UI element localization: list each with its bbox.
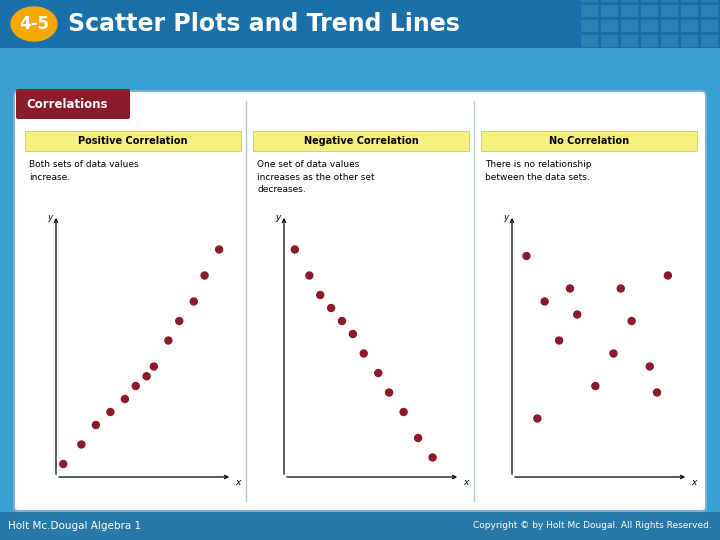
Circle shape bbox=[610, 350, 617, 357]
Text: One set of data values
increases as the other set
decreases.: One set of data values increases as the … bbox=[257, 160, 374, 194]
FancyBboxPatch shape bbox=[661, 20, 678, 32]
FancyBboxPatch shape bbox=[601, 5, 618, 17]
Circle shape bbox=[338, 318, 346, 325]
FancyBboxPatch shape bbox=[16, 89, 130, 119]
FancyBboxPatch shape bbox=[661, 5, 678, 17]
Circle shape bbox=[400, 408, 407, 415]
FancyBboxPatch shape bbox=[681, 20, 698, 32]
Text: x: x bbox=[463, 478, 469, 487]
Circle shape bbox=[122, 395, 128, 402]
FancyBboxPatch shape bbox=[0, 0, 720, 48]
Circle shape bbox=[150, 363, 158, 370]
FancyBboxPatch shape bbox=[253, 131, 469, 151]
Circle shape bbox=[306, 272, 313, 279]
Circle shape bbox=[92, 422, 99, 429]
Text: y: y bbox=[503, 213, 509, 222]
FancyBboxPatch shape bbox=[661, 35, 678, 47]
Ellipse shape bbox=[11, 7, 57, 41]
Circle shape bbox=[415, 435, 422, 442]
Circle shape bbox=[60, 461, 67, 468]
FancyBboxPatch shape bbox=[621, 5, 638, 17]
Text: Both sets of data values
increase.: Both sets of data values increase. bbox=[29, 160, 139, 181]
Circle shape bbox=[165, 337, 172, 344]
FancyBboxPatch shape bbox=[681, 5, 698, 17]
Circle shape bbox=[556, 337, 562, 344]
FancyBboxPatch shape bbox=[701, 35, 718, 47]
Circle shape bbox=[628, 318, 635, 325]
FancyBboxPatch shape bbox=[681, 0, 698, 2]
Circle shape bbox=[176, 318, 183, 325]
Circle shape bbox=[386, 389, 392, 396]
Circle shape bbox=[78, 441, 85, 448]
Circle shape bbox=[665, 272, 671, 279]
Circle shape bbox=[107, 408, 114, 415]
FancyBboxPatch shape bbox=[601, 35, 618, 47]
FancyBboxPatch shape bbox=[641, 35, 658, 47]
FancyBboxPatch shape bbox=[701, 0, 718, 2]
Text: Correlations: Correlations bbox=[26, 98, 107, 111]
Text: Scatter Plots and Trend Lines: Scatter Plots and Trend Lines bbox=[68, 12, 460, 36]
FancyBboxPatch shape bbox=[581, 0, 598, 2]
FancyBboxPatch shape bbox=[601, 0, 618, 2]
FancyBboxPatch shape bbox=[641, 0, 658, 2]
FancyBboxPatch shape bbox=[681, 35, 698, 47]
FancyBboxPatch shape bbox=[14, 91, 706, 511]
Circle shape bbox=[654, 389, 660, 396]
Circle shape bbox=[328, 305, 335, 312]
Text: Copyright © by Holt Mc Dougal. All Rights Reserved.: Copyright © by Holt Mc Dougal. All Right… bbox=[473, 522, 712, 530]
Circle shape bbox=[374, 369, 382, 376]
Circle shape bbox=[215, 246, 222, 253]
Text: x: x bbox=[235, 478, 240, 487]
FancyBboxPatch shape bbox=[641, 5, 658, 17]
Circle shape bbox=[647, 363, 653, 370]
Circle shape bbox=[317, 292, 324, 299]
FancyBboxPatch shape bbox=[25, 131, 241, 151]
FancyBboxPatch shape bbox=[581, 5, 598, 17]
FancyBboxPatch shape bbox=[661, 0, 678, 2]
Text: Negative Correlation: Negative Correlation bbox=[304, 136, 418, 146]
Circle shape bbox=[429, 454, 436, 461]
Circle shape bbox=[143, 373, 150, 380]
Circle shape bbox=[132, 382, 139, 389]
FancyBboxPatch shape bbox=[641, 20, 658, 32]
Circle shape bbox=[201, 272, 208, 279]
Circle shape bbox=[534, 415, 541, 422]
FancyBboxPatch shape bbox=[601, 20, 618, 32]
FancyBboxPatch shape bbox=[621, 0, 638, 2]
Circle shape bbox=[541, 298, 548, 305]
Text: No Correlation: No Correlation bbox=[549, 136, 629, 146]
Text: 4-5: 4-5 bbox=[19, 15, 49, 33]
Text: There is no relationship
between the data sets.: There is no relationship between the dat… bbox=[485, 160, 592, 181]
Circle shape bbox=[349, 330, 356, 338]
Circle shape bbox=[360, 350, 367, 357]
FancyBboxPatch shape bbox=[701, 20, 718, 32]
FancyBboxPatch shape bbox=[701, 5, 718, 17]
Text: Holt Mc.Dougal Algebra 1: Holt Mc.Dougal Algebra 1 bbox=[8, 521, 141, 531]
FancyBboxPatch shape bbox=[0, 512, 720, 540]
Text: x: x bbox=[691, 478, 696, 487]
Circle shape bbox=[592, 382, 599, 389]
FancyBboxPatch shape bbox=[621, 20, 638, 32]
Text: y: y bbox=[276, 213, 281, 222]
FancyBboxPatch shape bbox=[481, 131, 697, 151]
Circle shape bbox=[574, 311, 581, 318]
FancyBboxPatch shape bbox=[581, 20, 598, 32]
Circle shape bbox=[567, 285, 574, 292]
FancyBboxPatch shape bbox=[621, 35, 638, 47]
Circle shape bbox=[292, 246, 298, 253]
Text: y: y bbox=[48, 213, 53, 222]
Text: Positive Correlation: Positive Correlation bbox=[78, 136, 188, 146]
Circle shape bbox=[523, 253, 530, 260]
Circle shape bbox=[190, 298, 197, 305]
Circle shape bbox=[617, 285, 624, 292]
FancyBboxPatch shape bbox=[581, 35, 598, 47]
